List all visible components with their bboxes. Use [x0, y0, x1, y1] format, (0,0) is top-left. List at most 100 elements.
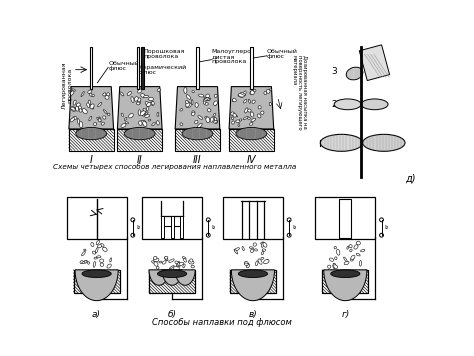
Ellipse shape: [214, 120, 217, 123]
Ellipse shape: [244, 99, 247, 103]
Ellipse shape: [361, 99, 388, 110]
Ellipse shape: [255, 249, 257, 251]
Ellipse shape: [149, 97, 154, 101]
Text: IV: IV: [246, 155, 256, 165]
Bar: [229, 129, 273, 151]
Ellipse shape: [241, 94, 243, 97]
Ellipse shape: [154, 262, 158, 266]
Ellipse shape: [92, 94, 94, 97]
Ellipse shape: [108, 113, 110, 116]
Ellipse shape: [186, 102, 190, 107]
Ellipse shape: [70, 117, 75, 122]
Ellipse shape: [245, 261, 248, 265]
Ellipse shape: [177, 262, 179, 267]
Text: 2: 2: [331, 100, 337, 109]
Ellipse shape: [100, 263, 104, 266]
Text: III: III: [193, 155, 202, 165]
Ellipse shape: [266, 89, 270, 93]
Ellipse shape: [331, 270, 360, 278]
Ellipse shape: [103, 110, 107, 114]
Ellipse shape: [159, 261, 162, 263]
Ellipse shape: [380, 218, 383, 222]
Ellipse shape: [178, 262, 183, 266]
Ellipse shape: [233, 113, 237, 117]
Ellipse shape: [89, 93, 92, 96]
Ellipse shape: [152, 261, 156, 263]
Ellipse shape: [75, 106, 79, 111]
Ellipse shape: [213, 113, 216, 117]
Ellipse shape: [71, 106, 75, 111]
Ellipse shape: [137, 100, 140, 104]
Ellipse shape: [231, 117, 233, 120]
Bar: [230, 270, 276, 293]
Ellipse shape: [350, 249, 352, 252]
Ellipse shape: [191, 112, 195, 115]
Ellipse shape: [191, 100, 193, 105]
Ellipse shape: [206, 218, 210, 222]
Bar: [69, 129, 114, 151]
Bar: [175, 129, 220, 151]
Bar: [69, 129, 114, 151]
Ellipse shape: [180, 109, 182, 111]
Ellipse shape: [120, 92, 124, 96]
Polygon shape: [69, 87, 114, 129]
Ellipse shape: [249, 247, 254, 249]
Ellipse shape: [97, 117, 100, 120]
Bar: [339, 199, 352, 237]
Ellipse shape: [238, 270, 267, 278]
Ellipse shape: [186, 95, 191, 99]
Ellipse shape: [131, 96, 134, 103]
Ellipse shape: [232, 99, 235, 102]
Ellipse shape: [198, 116, 202, 119]
Ellipse shape: [208, 109, 211, 112]
Ellipse shape: [82, 251, 85, 256]
Ellipse shape: [250, 91, 255, 95]
Ellipse shape: [247, 117, 250, 119]
Ellipse shape: [238, 95, 243, 97]
Ellipse shape: [105, 95, 109, 99]
Ellipse shape: [250, 249, 254, 252]
Bar: [230, 270, 276, 293]
Ellipse shape: [269, 102, 271, 106]
Ellipse shape: [333, 263, 336, 268]
Ellipse shape: [184, 88, 187, 93]
Ellipse shape: [154, 258, 159, 262]
Ellipse shape: [77, 119, 80, 124]
Ellipse shape: [188, 260, 194, 264]
Polygon shape: [75, 270, 118, 301]
Ellipse shape: [236, 120, 240, 122]
Ellipse shape: [195, 103, 198, 107]
Bar: [322, 270, 368, 293]
Ellipse shape: [334, 246, 337, 249]
Text: Легированная
проволока: Легированная проволока: [62, 61, 73, 109]
Bar: [142, 197, 202, 239]
Bar: [175, 129, 220, 151]
Ellipse shape: [141, 94, 145, 98]
Ellipse shape: [157, 270, 187, 278]
Ellipse shape: [100, 244, 104, 247]
Text: Обычный
флюс: Обычный флюс: [267, 49, 298, 59]
Ellipse shape: [101, 122, 104, 125]
Bar: [229, 129, 273, 151]
Text: Порошковая
проволока: Порошковая проволока: [144, 49, 185, 59]
Ellipse shape: [107, 93, 110, 96]
Ellipse shape: [110, 258, 111, 262]
Ellipse shape: [82, 270, 111, 278]
Ellipse shape: [131, 218, 135, 222]
Bar: [171, 216, 173, 237]
Ellipse shape: [137, 102, 140, 105]
Text: I₂: I₂: [211, 225, 216, 230]
Ellipse shape: [199, 94, 204, 97]
Ellipse shape: [142, 111, 145, 116]
Bar: [180, 216, 183, 237]
Ellipse shape: [138, 121, 142, 125]
Ellipse shape: [242, 246, 244, 251]
Polygon shape: [229, 87, 273, 129]
Bar: [149, 270, 195, 293]
Ellipse shape: [233, 99, 236, 102]
Ellipse shape: [91, 106, 94, 109]
Bar: [73, 270, 120, 293]
Ellipse shape: [94, 257, 98, 259]
Ellipse shape: [79, 122, 83, 127]
Ellipse shape: [262, 249, 265, 251]
